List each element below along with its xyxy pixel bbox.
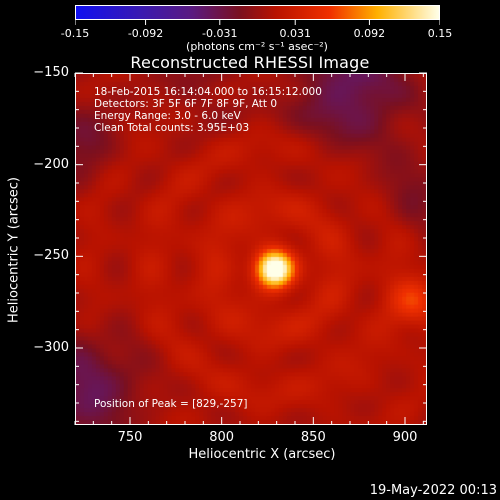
colorbar-tick-label: -0.15 <box>60 27 90 40</box>
rhessi-heatmap <box>76 74 426 424</box>
colorbar-tick-label: 0.092 <box>353 27 386 40</box>
colorbar-tick-label: 0.031 <box>279 27 311 40</box>
y-axis-label: Heliocentric Y (arcsec) <box>6 177 22 323</box>
x-tick-label: 800 <box>209 430 235 445</box>
annotation-detectors: Detectors: 3F 5F 6F 7F 8F 9F, Att 0 <box>94 98 278 110</box>
plot-area: 18-Feb-2015 16:14:04.000 to 16:15:12.000… <box>75 73 427 425</box>
colorbar-tick-label: -0.031 <box>202 27 238 40</box>
y-tick-label: −200 <box>33 156 69 172</box>
annotation-energy: Energy Range: 3.0 - 6.0 keV <box>94 110 241 122</box>
plot-title: Reconstructed RHESSI Image <box>130 53 370 72</box>
colorbar-units: (photons cm⁻² s⁻¹ asec⁻²) <box>186 40 328 53</box>
x-tick-label: 900 <box>392 430 418 445</box>
annotation-clean: Clean Total counts: 3.95E+03 <box>94 122 250 134</box>
x-tick-label: 850 <box>300 430 326 445</box>
colorbar-ticks <box>75 20 440 25</box>
colorbar <box>75 5 440 20</box>
colorbar-tick-label: 0.15 <box>427 27 453 40</box>
y-tick-label: −150 <box>33 65 69 80</box>
y-tick-label: −300 <box>33 340 69 355</box>
y-tick-label: −250 <box>33 248 69 264</box>
footer-date: 19-May-2022 00:13 <box>369 483 497 498</box>
x-tick-label: 750 <box>117 430 143 445</box>
colorbar-tick-label: -0.092 <box>127 27 164 40</box>
x-axis-label: Heliocentric X (arcsec) <box>188 447 336 462</box>
annotation-peak-position: Position of Peak = [829,-257] <box>94 398 248 410</box>
annotation-time-range: 18-Feb-2015 16:14:04.000 to 16:15:12.000 <box>94 86 322 98</box>
